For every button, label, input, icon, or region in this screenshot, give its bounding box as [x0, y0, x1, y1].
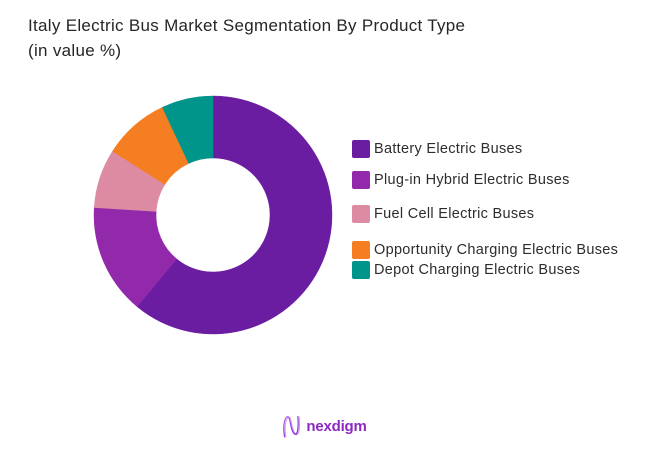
donut-segment-4	[161, 95, 214, 164]
legend-label: Opportunity Charging Electric Buses	[374, 242, 619, 258]
legend-label: Battery Electric Buses	[374, 141, 523, 157]
legend-item-fuel-cell-electric-buses: Fuel Cell Electric Buses	[352, 205, 640, 223]
legend-label: Depot Charging Electric Buses	[374, 262, 581, 278]
legend-item-opportunity-charging-electric-buses: Opportunity Charging Electric Buses	[352, 241, 640, 259]
nexdigm-logo-text: nexdigm	[306, 417, 367, 435]
legend-item-plug-in-hybrid-electric-buses: Plug-in Hybrid Electric Buses	[352, 171, 640, 189]
legend-swatch-opportunity-charging-electric-buses	[352, 241, 370, 259]
donut-chart	[93, 95, 333, 335]
chart-subtitle: (in value %)	[28, 41, 122, 60]
title-block: Italy Electric Bus Market Segmentation B…	[28, 13, 465, 63]
legend-swatch-depot-charging-electric-buses	[352, 261, 370, 279]
legend-item-battery-electric-buses: Battery Electric Buses	[352, 140, 640, 158]
nexdigm-logo-icon	[282, 415, 300, 438]
legend-item-depot-charging-electric-buses: Depot Charging Electric Buses	[352, 261, 640, 279]
legend-swatch-fuel-cell-electric-buses	[352, 205, 370, 223]
legend: Battery Electric Buses Plug-in Hybrid El…	[352, 140, 640, 279]
legend-label: Plug-in Hybrid Electric Buses	[374, 172, 570, 188]
legend-label: Fuel Cell Electric Buses	[374, 206, 535, 222]
legend-swatch-plug-in-hybrid-electric-buses	[352, 171, 370, 189]
donut-segment-0	[136, 95, 333, 335]
nexdigm-logo: nexdigm	[280, 412, 367, 440]
chart-title: Italy Electric Bus Market Segmentation B…	[28, 16, 466, 35]
legend-swatch-battery-electric-buses	[352, 140, 370, 158]
